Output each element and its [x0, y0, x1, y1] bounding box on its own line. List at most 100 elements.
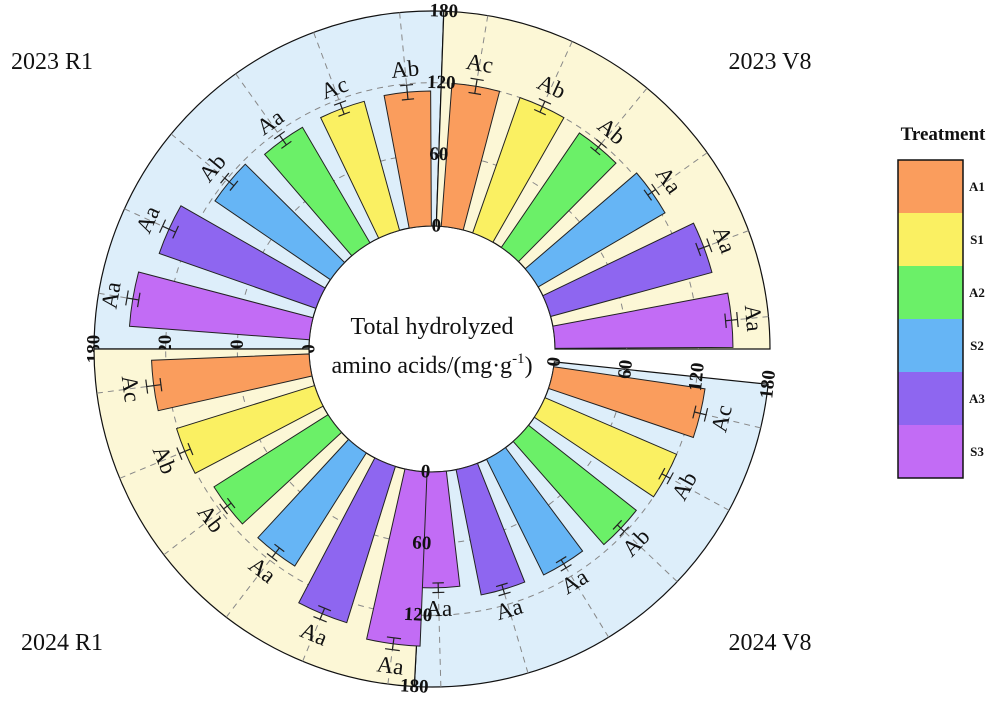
- legend-swatch-S3: [898, 425, 963, 478]
- panel-title: 2024 V8: [729, 630, 812, 656]
- tick-label-0: 0: [543, 356, 565, 368]
- legend-frame: [897, 159, 964, 479]
- letter-label-S3: Aa: [375, 651, 405, 679]
- error-bar-S3: [432, 582, 445, 594]
- tick-label-3: 180: [400, 675, 430, 697]
- letter-label-A1: Ac: [706, 403, 737, 435]
- bar-S2: [485, 446, 584, 576]
- error-bar-A1: [692, 405, 709, 422]
- bar-S3: [128, 271, 314, 341]
- bar-S1: [472, 96, 565, 243]
- letter-label-A1: Ab: [390, 55, 420, 83]
- error-bar-S1: [533, 97, 552, 116]
- error-bar-A3: [695, 238, 713, 257]
- tick-label-1: 60: [614, 359, 637, 380]
- tick-label-3: 180: [756, 369, 780, 400]
- legend-label-A2: A2: [969, 285, 985, 300]
- error-bar-S1: [658, 467, 674, 485]
- panel-title: 2024 R1: [21, 630, 103, 656]
- legend-title: Treatment: [901, 124, 986, 145]
- error-bar-A1: [468, 77, 484, 96]
- error-bar-A3: [159, 219, 179, 239]
- legend-label-S3: S3: [970, 444, 984, 459]
- tick-label-1: 60: [412, 532, 432, 554]
- bar-A1: [440, 82, 501, 231]
- letter-label-S3: Aa: [425, 596, 452, 622]
- gridline-circle-1: [421, 369, 627, 545]
- error-bar-A3: [313, 605, 332, 623]
- tick-label-2: 120: [403, 604, 433, 626]
- tick-label-0: 0: [420, 461, 431, 482]
- error-bar-A1: [400, 83, 415, 101]
- error-bar-A2: [219, 497, 236, 515]
- letter-label-S3: Aa: [97, 280, 126, 311]
- error-bar-A2: [273, 130, 292, 149]
- error-bar-S2: [555, 556, 572, 572]
- bar-S1: [533, 396, 678, 498]
- tick-label-1: 60: [429, 144, 449, 166]
- bar-S2: [524, 172, 666, 288]
- error-bar-S1: [176, 442, 194, 461]
- tick-label-2: 120: [427, 72, 456, 94]
- error-bar-S3: [384, 636, 402, 652]
- letter-label-A1: Ac: [464, 49, 495, 78]
- tick-label-3: 180: [429, 0, 458, 22]
- bar-S2: [214, 163, 346, 281]
- error-bar-S3: [724, 312, 739, 328]
- bar-A1: [547, 366, 706, 439]
- error-bar-A3: [495, 582, 511, 597]
- center-label-line2-end: ): [525, 353, 533, 379]
- error-bar-S2: [266, 543, 285, 562]
- error-bar-S2: [643, 183, 660, 201]
- chart-panels: AbAcAaAbAaAa0601201802023 R1AcAbAbAaAaAa…: [11, 0, 811, 698]
- gridline-circle-2: [165, 82, 442, 350]
- center-label-line2-sup: -1: [512, 351, 525, 367]
- bar-A3: [298, 457, 397, 624]
- error-bar-S1: [333, 100, 351, 117]
- error-bar-A2: [590, 138, 607, 156]
- legend-label-A3: A3: [969, 391, 985, 406]
- letter-label-S3: Aa: [740, 303, 767, 332]
- legend-label-A1: A1: [969, 179, 985, 194]
- center-label: Total hydrolyzed amino acids/(mg·g-1): [331, 314, 532, 379]
- legend-swatch-S1: [898, 213, 963, 266]
- bar-A3: [158, 205, 326, 309]
- legend-swatch-S2: [898, 319, 963, 372]
- panel-title: 2023 R1: [11, 49, 93, 75]
- center-label-line2-main: amino acids/(mg·g: [331, 353, 512, 379]
- panel-2023-r1: AbAcAaAbAaAa0601201802023 R1: [11, 10, 445, 363]
- bar-A1: [383, 90, 432, 229]
- legend-swatch-A1: [898, 160, 963, 213]
- bar-A2: [263, 126, 371, 257]
- legend-label-S2: S2: [970, 338, 984, 353]
- bar-A2: [512, 424, 638, 546]
- bar-A2: [213, 414, 343, 525]
- legend-swatch-A3: [898, 372, 963, 425]
- panel-title: 2023 V8: [729, 49, 812, 75]
- gridline-circle-1: [438, 153, 628, 350]
- error-bar-S3: [125, 290, 141, 308]
- legend: Treatment A1 S1 A2 S2 A3 S3: [897, 124, 986, 479]
- bar-S1: [175, 384, 324, 475]
- bar-A3: [542, 222, 713, 318]
- error-bar-A2: [612, 519, 630, 537]
- center-label-line1: Total hydrolyzed: [351, 314, 514, 340]
- bar-S2: [257, 438, 367, 567]
- letter-label-A1: Ac: [117, 374, 145, 404]
- bar-A1: [151, 353, 313, 412]
- error-bar-A1: [145, 377, 163, 394]
- bar-A2: [500, 132, 617, 263]
- center-label-line2: amino acids/(mg·g-1): [331, 351, 532, 379]
- bar-A3: [455, 462, 526, 596]
- legend-label-S1: S1: [970, 232, 984, 247]
- tick-label-0: 0: [431, 215, 441, 236]
- bar-S1: [319, 100, 401, 239]
- tick-label-2: 120: [685, 362, 709, 393]
- error-bar-S2: [220, 172, 239, 191]
- legend-swatch-A2: [898, 266, 963, 319]
- bar-S3: [552, 292, 734, 349]
